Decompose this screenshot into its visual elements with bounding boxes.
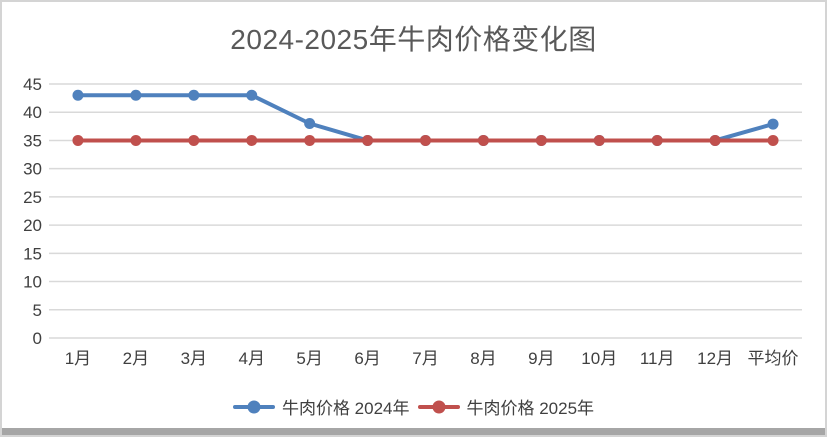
series-line-0 bbox=[75, 93, 776, 143]
data-point-marker-1 bbox=[535, 134, 547, 146]
x-tick-label: 2月 bbox=[123, 349, 149, 368]
x-tick-label: 7月 bbox=[412, 349, 438, 368]
legend-item-2025[interactable]: 牛肉价格 2025年 bbox=[417, 394, 595, 419]
x-tick-label: 平均价 bbox=[748, 349, 799, 368]
y-tick-label: 5 bbox=[33, 301, 42, 320]
data-point-marker-1 bbox=[304, 134, 316, 146]
chart-title: 2024-2025年牛肉价格变化图 bbox=[230, 24, 597, 55]
legend-label-2025: 牛肉价格 2025年 bbox=[466, 399, 595, 418]
legend-line-marker-2025-icon bbox=[417, 400, 460, 413]
data-point-marker-1 bbox=[477, 134, 489, 146]
x-tick-label: 11月 bbox=[640, 349, 675, 368]
data-point-marker-1 bbox=[130, 134, 142, 146]
data-point-marker-0 bbox=[304, 118, 316, 130]
x-tick-label: 8月 bbox=[470, 349, 496, 368]
x-tick-label: 1月 bbox=[65, 349, 91, 368]
y-tick-label: 25 bbox=[23, 188, 42, 207]
legend-dot-2024-icon bbox=[247, 400, 261, 413]
y-tick-label: 10 bbox=[23, 273, 42, 292]
data-point-marker-0 bbox=[130, 89, 142, 101]
data-point-marker-1 bbox=[593, 134, 605, 146]
data-point-marker-1 bbox=[246, 134, 258, 146]
data-point-marker-0 bbox=[72, 89, 84, 101]
y-tick-label: 35 bbox=[23, 131, 42, 150]
legend-dot-2025-icon bbox=[432, 400, 445, 413]
data-point-marker-0 bbox=[188, 89, 200, 101]
x-tick-label: 10月 bbox=[581, 349, 617, 368]
plot-area: 0 5 10 15 20 25 30 35 40 45 1月 2月 3月 4月 5月 6月 7月 8月 9月 10月 1… bbox=[23, 75, 802, 368]
y-tick-label: 0 bbox=[33, 329, 42, 348]
data-point-marker-1 bbox=[420, 134, 431, 146]
data-point-marker-0 bbox=[246, 89, 258, 101]
data-point-marker-1 bbox=[72, 134, 84, 146]
chart-legend: 牛肉价格 2024年 牛肉价格 2025年 bbox=[2, 394, 825, 419]
x-tick-label: 4月 bbox=[238, 349, 264, 368]
data-point-marker-0 bbox=[767, 118, 779, 130]
legend-label-2024: 牛肉价格 2024年 bbox=[281, 399, 410, 418]
x-tick-label: 12月 bbox=[697, 349, 733, 368]
data-point-marker-1 bbox=[362, 134, 374, 146]
y-tick-label: 30 bbox=[23, 160, 42, 179]
x-tick-label: 3月 bbox=[181, 349, 207, 368]
x-tick-label: 9月 bbox=[528, 349, 554, 368]
data-point-marker-1 bbox=[188, 134, 200, 146]
x-tick-label: 6月 bbox=[354, 349, 380, 368]
y-tick-label: 15 bbox=[23, 244, 42, 263]
y-tick-label: 20 bbox=[23, 216, 42, 235]
window-bottom-edge bbox=[2, 428, 825, 435]
legend-item-2024[interactable]: 牛肉价格 2024年 bbox=[232, 394, 410, 419]
x-tick-label: 5月 bbox=[296, 349, 322, 368]
legend-line-marker-2024-icon bbox=[232, 400, 275, 413]
y-tick-label: 45 bbox=[23, 75, 42, 94]
data-point-marker-1 bbox=[651, 134, 663, 146]
data-point-marker-1 bbox=[709, 134, 721, 146]
y-tick-label: 40 bbox=[23, 103, 42, 122]
data-point-marker-1 bbox=[767, 134, 779, 146]
